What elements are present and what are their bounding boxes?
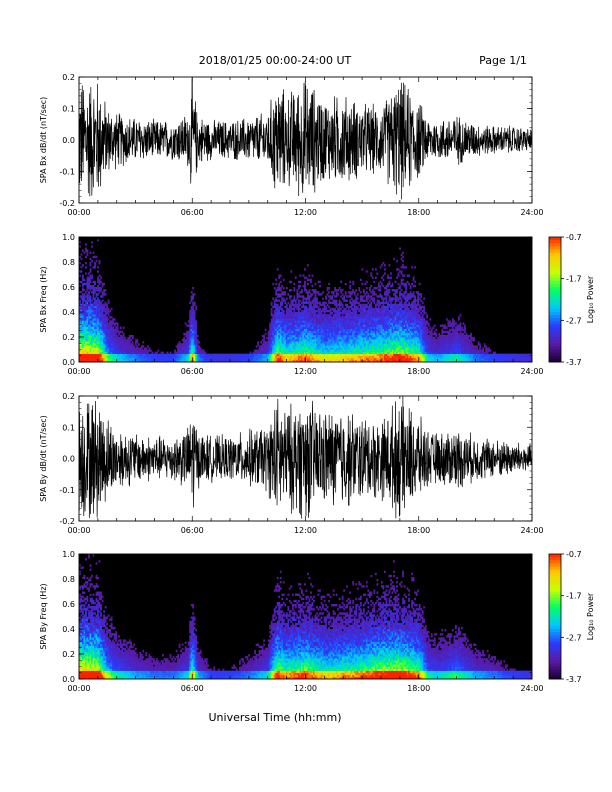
y-axis-label: SPA Bx dB/dt (nT/sec) <box>39 97 48 184</box>
x-tick-label: 18:00 <box>407 684 430 693</box>
x-tick-label: 00:00 <box>67 208 90 217</box>
colorbar-tick-label: -0.7 <box>566 233 582 242</box>
colorbar-label: Log₁₀ Power <box>586 275 595 323</box>
spectrogram-area <box>79 554 532 679</box>
y-tick-label: 0.0 <box>62 358 75 367</box>
page-indicator: Page 1/1 <box>479 54 527 67</box>
y-tick-label: 0.1 <box>62 423 75 432</box>
y-tick-label: 0.0 <box>62 455 75 464</box>
panels-group: 00:00 06:00 12:00 18:00 24:00 0.2 0.1 0.0 -0.1 -0… <box>39 73 595 693</box>
y-axis-label: SPA Bx Freq (Hz) <box>39 266 48 332</box>
colorbar-tick-label: -2.7 <box>566 633 582 642</box>
x-tick-label: 00:00 <box>67 526 90 535</box>
y-tick-label: 0.6 <box>62 283 75 292</box>
y-tick-label: -0.1 <box>59 168 75 177</box>
colorbar-tick-label: -2.7 <box>566 316 582 325</box>
y-tick-label: 0.4 <box>62 625 75 634</box>
panel-3: 00:00 06:00 12:00 18:00 24:00 0.2 0.1 0.0 -0.1 -0… <box>39 392 544 535</box>
colorbar-frame <box>548 553 562 680</box>
x-axis-label: Universal Time (hh:mm) <box>209 711 342 724</box>
y-tick-label: -0.2 <box>59 199 75 208</box>
x-tick-label: 12:00 <box>294 208 317 217</box>
y-tick-label: 0.2 <box>62 650 75 659</box>
colorbar-frame <box>548 236 562 363</box>
x-tick-label: 06:00 <box>181 684 204 693</box>
data-trace <box>79 77 532 200</box>
panel-4: -0.7 -1.7 -2.7 -3.7 Log₁₀ Power 00:00 06:00 12:… <box>39 550 595 693</box>
y-tick-label: 0.1 <box>62 105 75 114</box>
colorbar: -0.7 -1.7 -2.7 -3.7 Log₁₀ Power <box>548 550 595 684</box>
y-tick-label: 1.0 <box>62 233 75 242</box>
x-tick-label: 18:00 <box>407 367 430 376</box>
colorbar-label: Log₁₀ Power <box>586 592 595 640</box>
spectrogram-area <box>79 237 532 362</box>
data-trace <box>79 396 532 519</box>
x-tick-label: 24:00 <box>520 208 543 217</box>
x-tick-label: 00:00 <box>67 367 90 376</box>
figure-title: 2018/01/25 00:00-24:00 UT <box>199 54 352 67</box>
x-tick-label: 24:00 <box>520 684 543 693</box>
x-tick-label: 06:00 <box>181 208 204 217</box>
x-tick-label: 12:00 <box>294 684 317 693</box>
y-axis-label: SPA By Freq (Hz) <box>39 583 48 649</box>
y-tick-label: 1.0 <box>62 550 75 559</box>
trace-area <box>79 77 532 200</box>
y-tick-label: 0.0 <box>62 675 75 684</box>
y-axis-label: SPA By dB/dt (nT/sec) <box>39 415 48 502</box>
panel-1: 00:00 06:00 12:00 18:00 24:00 0.2 0.1 0.0 -0.1 -0… <box>39 73 544 217</box>
y-tick-label: 0.2 <box>62 73 75 82</box>
colorbar: -0.7 -1.7 -2.7 -3.7 Log₁₀ Power <box>548 233 595 367</box>
colorbar-tick-label: -0.7 <box>566 550 582 559</box>
x-tick-label: 12:00 <box>294 526 317 535</box>
colorbar-tick-label: -1.7 <box>566 275 582 284</box>
y-tick-label: 0.8 <box>62 575 75 584</box>
y-tick-label: 0.2 <box>62 392 75 401</box>
colorbar-tick-label: -1.7 <box>566 592 582 601</box>
panel-2: -0.7 -1.7 -2.7 -3.7 Log₁₀ Power 00:00 06:00 12:… <box>39 233 595 376</box>
colorbar-tick-label: -3.7 <box>566 358 582 367</box>
x-tick-label: 00:00 <box>67 684 90 693</box>
y-tick-label: 0.6 <box>62 600 75 609</box>
x-tick-label: 06:00 <box>181 367 204 376</box>
colorbar-tick-label: -3.7 <box>566 675 582 684</box>
y-tick-label: 0.2 <box>62 333 75 342</box>
x-tick-label: 12:00 <box>294 367 317 376</box>
x-tick-label: 24:00 <box>520 526 543 535</box>
trace-area <box>79 396 532 519</box>
y-tick-label: 0.0 <box>62 136 75 145</box>
y-tick-label: -0.2 <box>59 517 75 526</box>
y-tick-label: -0.1 <box>59 486 75 495</box>
x-tick-label: 18:00 <box>407 526 430 535</box>
x-tick-label: 06:00 <box>181 526 204 535</box>
x-tick-label: 24:00 <box>520 367 543 376</box>
y-tick-label: 0.4 <box>62 308 75 317</box>
x-tick-label: 18:00 <box>407 208 430 217</box>
y-tick-label: 0.8 <box>62 258 75 267</box>
